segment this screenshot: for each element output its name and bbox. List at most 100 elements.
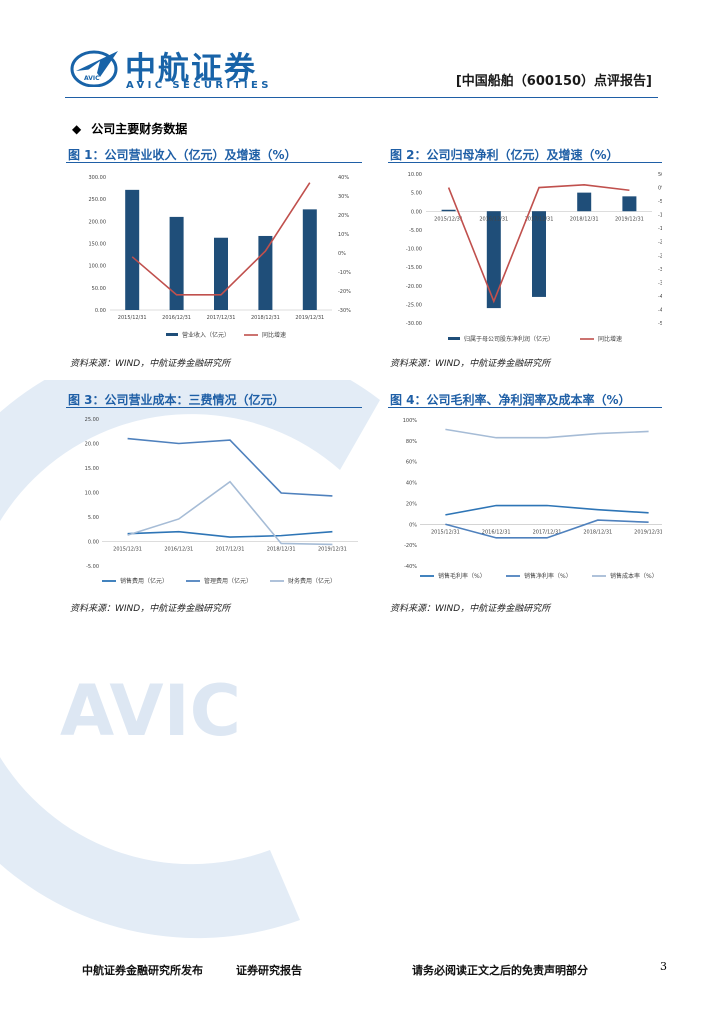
y-right-tick-label: -3500% bbox=[658, 280, 662, 286]
figure-1-chart: 300.00 250.00 200.00 150.00 100.00 50.00 0.00 4… bbox=[89, 175, 352, 339]
x-tick-label: 2019/12/31 bbox=[295, 315, 324, 321]
page-number: 3 bbox=[660, 960, 667, 973]
figure-4-title: 图 4：公司毛利率、净利润率及成本率（%） bbox=[390, 393, 631, 407]
y-left-tick-label: 150.00 bbox=[89, 242, 107, 248]
y-right-tick-label: -3000% bbox=[658, 267, 662, 273]
bar bbox=[622, 196, 637, 212]
figure-2-source: 资料来源：WIND，中航证券金融研究所 bbox=[390, 359, 551, 369]
series-line bbox=[127, 437, 333, 497]
footer-disclaimer: 请务必阅读正文之后的免责声明部分 bbox=[412, 964, 588, 977]
figure-2-rule bbox=[388, 162, 662, 163]
bar bbox=[441, 209, 456, 212]
y-right-tick-label: -4500% bbox=[658, 307, 662, 313]
y-left-tick-label: -15.00 bbox=[406, 265, 422, 271]
brand-name-en: AVIC SECURITIES bbox=[126, 80, 272, 91]
y-tick-label: 25.00 bbox=[85, 417, 99, 423]
y-right-tick-label: 40% bbox=[338, 175, 349, 181]
y-right-tick-label: -4000% bbox=[658, 294, 662, 300]
y-left-tick-label: -25.00 bbox=[406, 302, 422, 308]
x-tick-label: 2019/12/31 bbox=[634, 529, 662, 535]
legend-label: 归属于母公司股东净利润（亿元） bbox=[464, 335, 554, 343]
footer-publisher: 中航证券金融研究所发布 bbox=[82, 964, 203, 977]
avic-logo-icon: AVIC bbox=[70, 50, 118, 87]
figure-3-chart: 25.00 20.00 15.00 10.00 5.00 0.00 -5.00 2015/12… bbox=[85, 417, 358, 585]
y-tick-label: -20% bbox=[404, 543, 417, 549]
series-line bbox=[445, 504, 649, 516]
figure-1-title: 图 1：公司营业收入（亿元）及增速（%） bbox=[68, 148, 297, 162]
y-left-tick-label: -10.00 bbox=[406, 247, 422, 253]
y-right-tick-label: -5000% bbox=[658, 321, 662, 327]
y-tick-label: 10.00 bbox=[85, 491, 99, 497]
y-right-tick-label: -1500% bbox=[658, 226, 662, 232]
x-tick-label: 2017/12/31 bbox=[533, 529, 562, 535]
y-left-tick-label: 0.00 bbox=[95, 308, 106, 314]
legend-label: 同比增速 bbox=[262, 331, 286, 339]
y-tick-label: 80% bbox=[406, 439, 417, 445]
x-tick-label: 2017/12/31 bbox=[525, 216, 554, 222]
legend-label: 同比增速 bbox=[598, 335, 622, 343]
y-left-tick-label: 200.00 bbox=[89, 219, 107, 225]
y-right-tick-label: -30% bbox=[338, 308, 351, 314]
bar bbox=[532, 211, 546, 297]
y-right-tick-label: 20% bbox=[338, 213, 349, 219]
x-tick-label: 2015/12/31 bbox=[434, 216, 463, 222]
bar bbox=[577, 192, 592, 212]
watermark-logo: AVIC bbox=[0, 380, 380, 939]
legend-swatch-bar bbox=[448, 337, 460, 340]
y-tick-label: 20.00 bbox=[85, 442, 99, 448]
bar bbox=[302, 209, 317, 310]
bar bbox=[214, 237, 228, 310]
x-tick-label: 2018/12/31 bbox=[251, 315, 280, 321]
y-left-tick-label: 300.00 bbox=[89, 175, 107, 181]
x-tick-label: 2019/12/31 bbox=[318, 547, 347, 553]
x-tick-label: 2015/12/31 bbox=[118, 315, 147, 321]
figure-3-rule bbox=[66, 407, 362, 408]
x-tick-label: 2016/12/31 bbox=[479, 216, 508, 222]
figure-1-source: 资料来源：WIND，中航证券金融研究所 bbox=[70, 359, 231, 369]
legend-label: 销售毛利率（%） bbox=[438, 572, 486, 580]
bar bbox=[125, 189, 140, 310]
legend-label: 财务费用（亿元） bbox=[288, 577, 336, 585]
growth-line bbox=[131, 182, 311, 296]
bar bbox=[258, 235, 273, 310]
footer-report-type: 证券研究报告 bbox=[236, 964, 302, 977]
y-left-tick-label: -5.00 bbox=[409, 228, 422, 234]
header-divider bbox=[65, 97, 658, 98]
y-right-tick-label: 10% bbox=[338, 232, 349, 238]
x-tick-label: 2018/12/31 bbox=[267, 547, 296, 553]
series-line bbox=[127, 530, 333, 538]
svg-text:AVIC: AVIC bbox=[84, 75, 100, 82]
y-tick-label: 60% bbox=[406, 460, 417, 466]
y-tick-label: -5.00 bbox=[86, 564, 99, 570]
y-right-tick-label: 500% bbox=[658, 172, 662, 178]
y-tick-label: 20% bbox=[406, 501, 417, 507]
x-tick-label: 2015/12/31 bbox=[113, 547, 142, 553]
figure-1-rule bbox=[66, 162, 362, 163]
x-tick-label: 2015/12/31 bbox=[431, 529, 460, 535]
y-right-tick-label: -500% bbox=[658, 199, 662, 205]
report-tag: [中国船舶（600150）点评报告] bbox=[455, 74, 652, 89]
y-tick-label: 0% bbox=[409, 522, 417, 528]
x-tick-label: 2016/12/31 bbox=[164, 547, 193, 553]
x-tick-label: 2017/12/31 bbox=[216, 547, 245, 553]
y-tick-label: 15.00 bbox=[85, 466, 99, 472]
bar bbox=[486, 211, 501, 309]
watermark-text: AVIC bbox=[60, 670, 241, 752]
section-title: ◆ 公司主要财务数据 bbox=[72, 120, 187, 137]
figure-3-title: 图 3：公司营业成本：三费情况（亿元） bbox=[68, 393, 285, 407]
series-line bbox=[445, 519, 649, 539]
section-title-text: 公司主要财务数据 bbox=[91, 122, 188, 136]
y-right-tick-label: 0% bbox=[338, 251, 346, 257]
x-tick-label: 2017/12/31 bbox=[207, 315, 236, 321]
figure-2-chart: 10.00 5.00 0.00 -5.00 -10.00 -15.00 -20.00 -25.… bbox=[406, 172, 662, 343]
diamond-bullet-icon: ◆ bbox=[72, 122, 82, 136]
y-tick-label: -40% bbox=[404, 564, 417, 570]
bar bbox=[169, 216, 184, 310]
y-left-tick-label: 0.00 bbox=[411, 209, 422, 215]
y-left-tick-label: -30.00 bbox=[406, 321, 422, 327]
x-tick-label: 2016/12/31 bbox=[482, 529, 511, 535]
figure-3-source: 资料来源：WIND，中航证券金融研究所 bbox=[70, 604, 231, 614]
y-left-tick-label: 5.00 bbox=[411, 191, 422, 197]
y-tick-label: 100% bbox=[403, 418, 418, 424]
x-tick-label: 2018/12/31 bbox=[583, 529, 612, 535]
